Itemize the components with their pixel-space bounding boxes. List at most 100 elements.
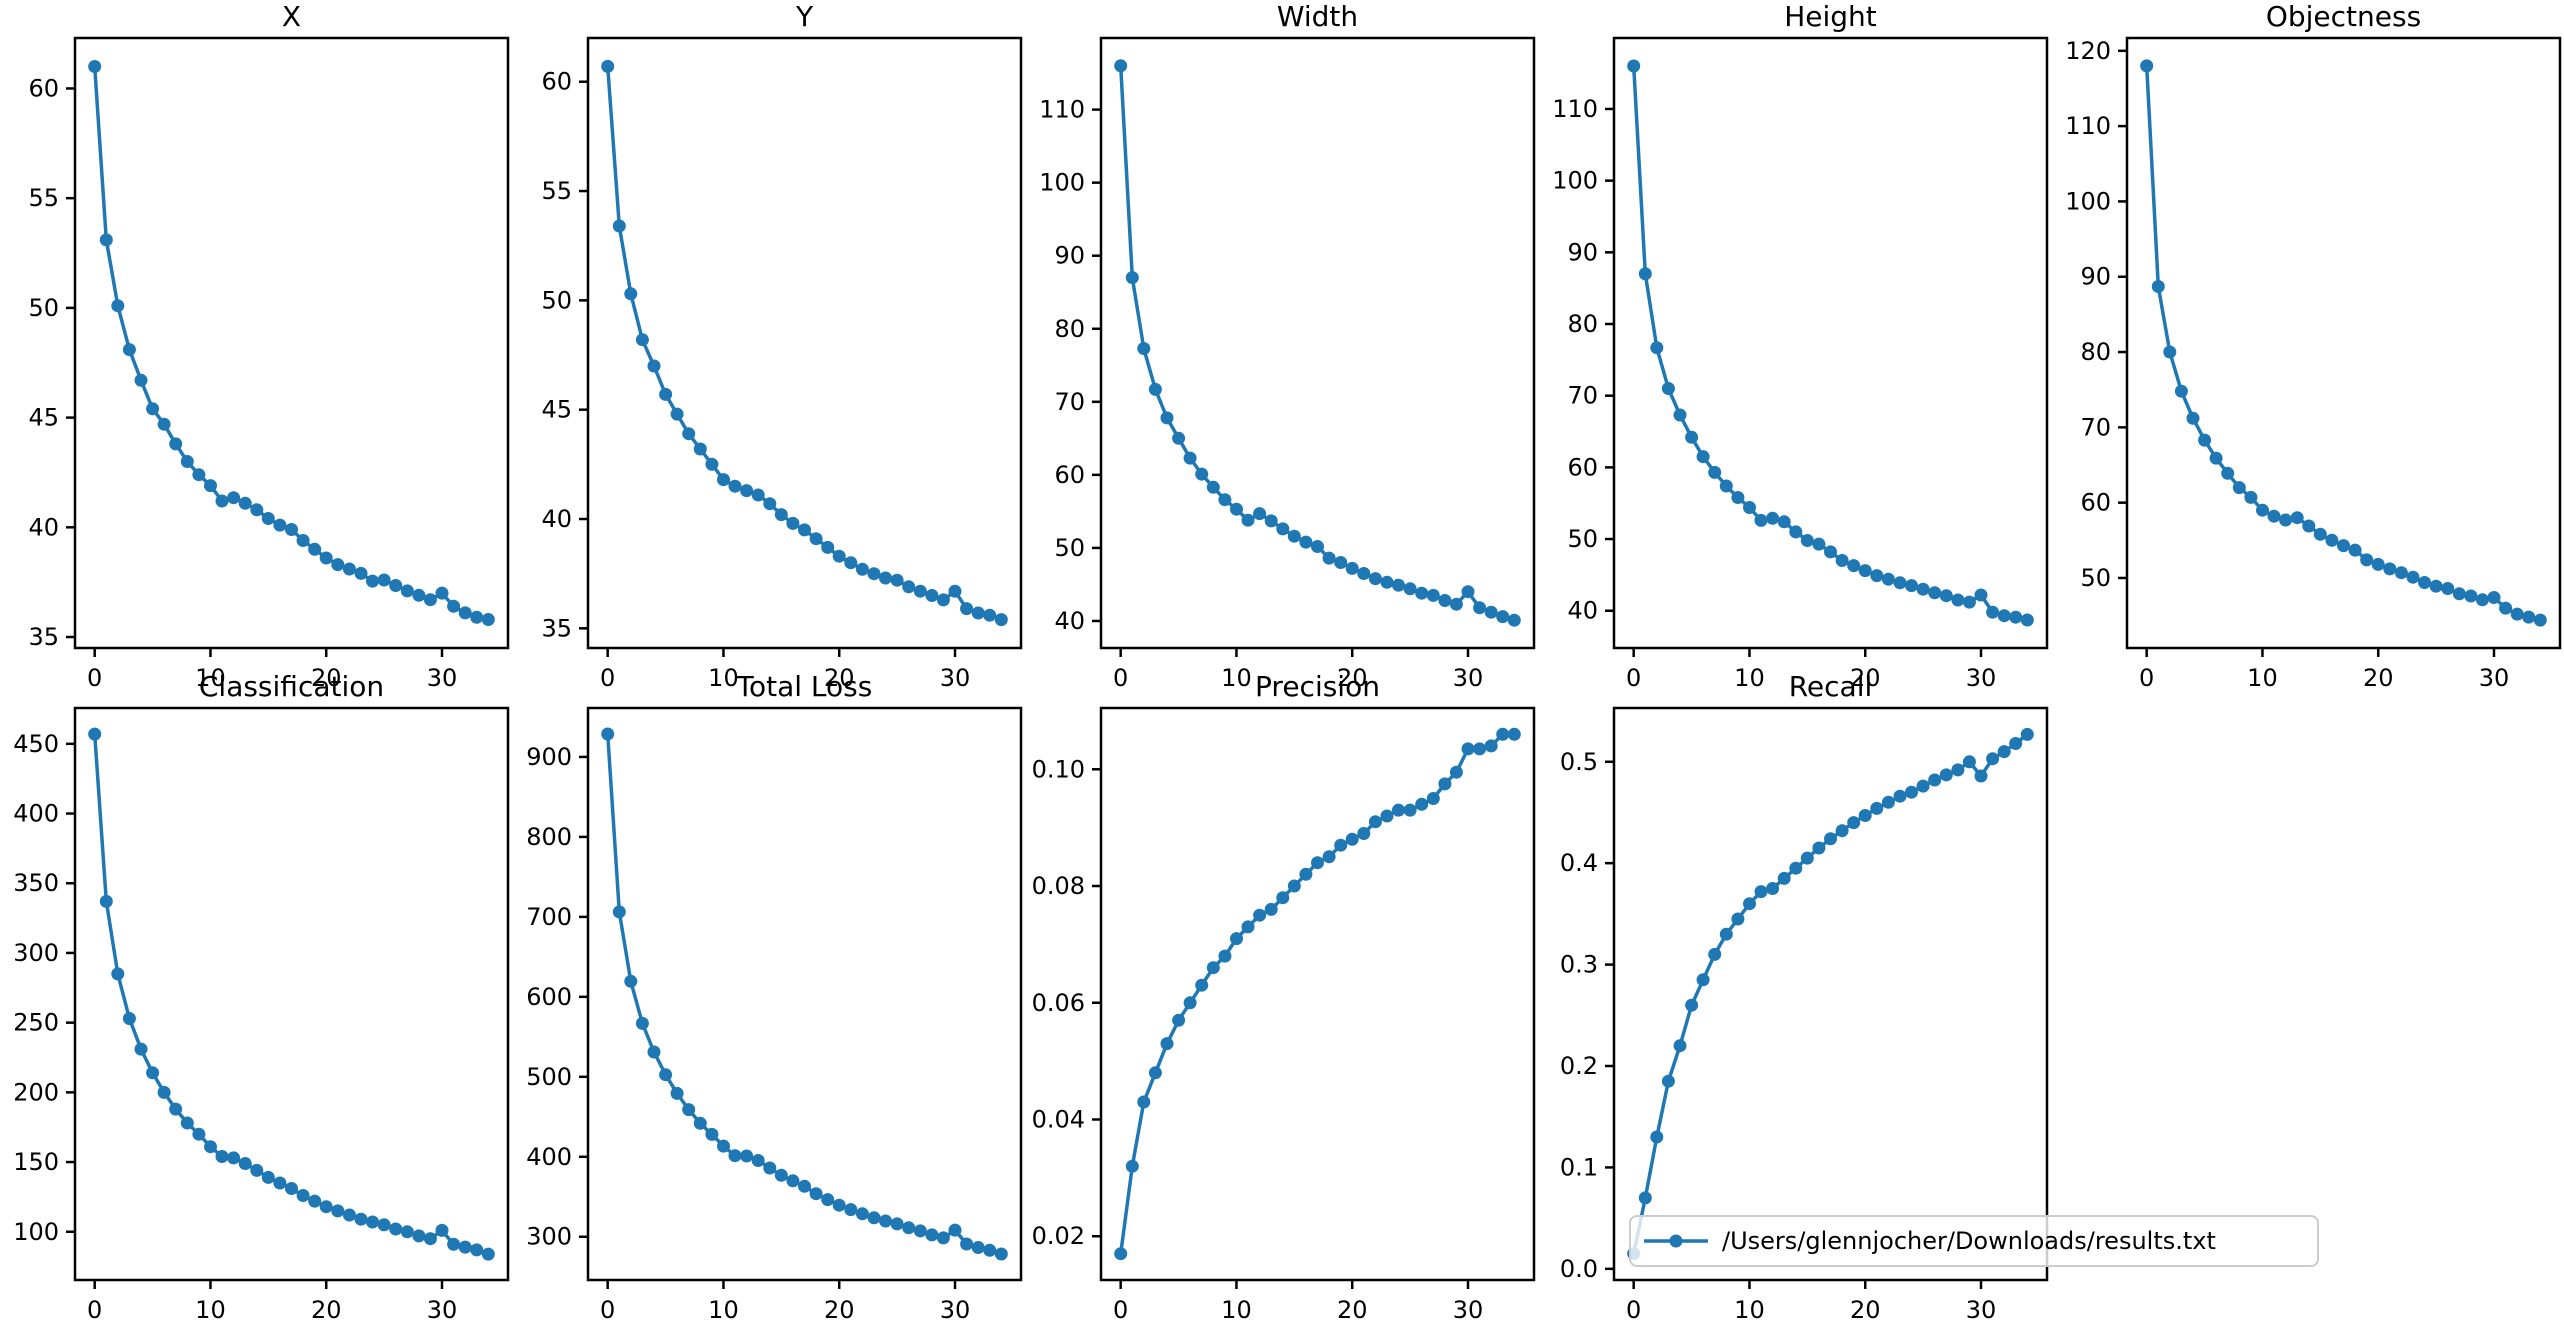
- data-point: [238, 1157, 252, 1170]
- data-point: [1951, 593, 1965, 607]
- subplot-precision: 0.02 0.04 0.06 0.08 0.10 0 10 20 30 Precision: [1032, 670, 1536, 1324]
- x-tick-label: 0: [1113, 664, 1128, 692]
- data-point: [1824, 545, 1837, 559]
- subplot-height: 40 50 60 70 80 90 100 110 0 10 20 30 Height: [1552, 0, 2049, 692]
- y-tick-label: 50: [1054, 534, 1085, 562]
- data-point: [1638, 267, 1652, 281]
- series-markers: [1627, 727, 2034, 1261]
- x-tick-label: 10: [708, 1296, 739, 1324]
- data-point: [2487, 591, 2501, 604]
- y-tick-label: 50: [1567, 525, 1598, 553]
- data-point: [2221, 466, 2235, 480]
- y-tick-label: 600: [526, 983, 572, 1011]
- data-point: [111, 299, 125, 313]
- data-point: [146, 402, 160, 416]
- axes-frame: [1612, 36, 2049, 650]
- axes-frame: [1099, 706, 1536, 1282]
- x-tick-label: 10: [708, 664, 739, 692]
- data-point: [1345, 832, 1359, 846]
- data-point: [1241, 513, 1255, 527]
- data-point: [2360, 553, 2374, 567]
- data-point: [99, 233, 113, 247]
- data-point: [1473, 742, 1487, 756]
- data-point: [1789, 525, 1803, 539]
- series-markers: [1627, 59, 2034, 627]
- data-point: [902, 580, 916, 594]
- data-point: [342, 1208, 356, 1222]
- data-point: [774, 508, 788, 522]
- data-point: [261, 512, 275, 525]
- data-point: [1160, 1037, 1174, 1051]
- data-point: [319, 551, 333, 565]
- y-tick-label: 900: [526, 743, 572, 771]
- data-point: [354, 1212, 368, 1226]
- data-point: [250, 503, 264, 517]
- y-tick-label: 250: [13, 1009, 59, 1037]
- data-point: [400, 584, 414, 598]
- data-point: [296, 1189, 310, 1202]
- y-tick-label: 35: [541, 614, 572, 642]
- data-point: [1206, 480, 1220, 494]
- data-point: [1299, 535, 1313, 549]
- x-tick-label: 0: [600, 664, 615, 692]
- data-point: [285, 523, 298, 536]
- legend-box: [1629, 1215, 2319, 1267]
- x-tick-label: 0: [1626, 1296, 1641, 1324]
- x-tick-label: 10: [2247, 664, 2278, 692]
- y-tick-label: 55: [28, 184, 59, 212]
- data-point: [624, 287, 638, 301]
- data-point: [1357, 827, 1371, 840]
- data-point: [331, 558, 345, 572]
- data-point: [1415, 586, 1429, 600]
- data-point: [1939, 589, 1953, 603]
- y-tick-label: 100: [1039, 169, 1085, 197]
- data-point: [1403, 582, 1417, 596]
- data-point: [88, 60, 102, 73]
- data-point: [832, 549, 846, 563]
- data-point: [809, 532, 823, 546]
- data-point: [470, 1243, 484, 1257]
- data-point: [1160, 411, 1174, 425]
- y-tick-label: 300: [13, 939, 59, 967]
- data-point: [1685, 998, 1699, 1012]
- data-point: [2232, 481, 2246, 495]
- data-point: [296, 534, 310, 547]
- data-point: [948, 584, 962, 598]
- y-tick-label: 60: [2080, 489, 2111, 517]
- data-point: [273, 1176, 287, 1190]
- data-point: [1962, 755, 1976, 769]
- subplot-x: 35 40 45 50 55 60 0 10 20 30 X: [28, 0, 510, 692]
- data-point: [647, 359, 661, 373]
- data-point: [705, 457, 719, 471]
- data-point: [994, 613, 1008, 627]
- data-point: [1334, 556, 1348, 569]
- x-tick-label: 0: [87, 664, 102, 692]
- y-tick-label: 350: [13, 869, 59, 897]
- data-point: [763, 1161, 777, 1175]
- data-point: [354, 566, 368, 580]
- data-point: [728, 479, 742, 493]
- series-markers: [88, 60, 495, 626]
- data-point: [2198, 433, 2212, 447]
- data-point: [670, 1086, 684, 1100]
- series-markers: [2140, 59, 2547, 627]
- y-tick-label: 0.2: [1560, 1052, 1598, 1080]
- data-point: [1916, 582, 1930, 596]
- subplot-y: 35 40 45 50 55 60 0 10 20 30 Y: [541, 0, 1023, 692]
- data-point: [2522, 610, 2536, 624]
- subplot-title: Height: [1784, 0, 1877, 33]
- data-point: [377, 1218, 391, 1232]
- data-point: [1496, 610, 1510, 624]
- data-point: [122, 343, 136, 357]
- subplot-classification: 100 150 200 250 300 350 400 450 0 10 20 30 Classific…: [13, 670, 510, 1324]
- axes-frame: [586, 706, 1023, 1282]
- legend-label: /Users/glennjocher/Downloads/results.txt: [1722, 1227, 2216, 1255]
- data-point: [1893, 576, 1907, 590]
- subplot-objectness: 50 60 70 80 90 100 110 120 0 10 20 30 Objectness: [2065, 0, 2562, 692]
- data-point: [1812, 841, 1826, 855]
- x-tick-label: 20: [1337, 664, 1368, 692]
- y-tick-label: 60: [1567, 453, 1598, 481]
- data-point: [751, 1154, 765, 1167]
- y-tick-label: 80: [2080, 338, 2111, 366]
- data-point: [2383, 562, 2397, 576]
